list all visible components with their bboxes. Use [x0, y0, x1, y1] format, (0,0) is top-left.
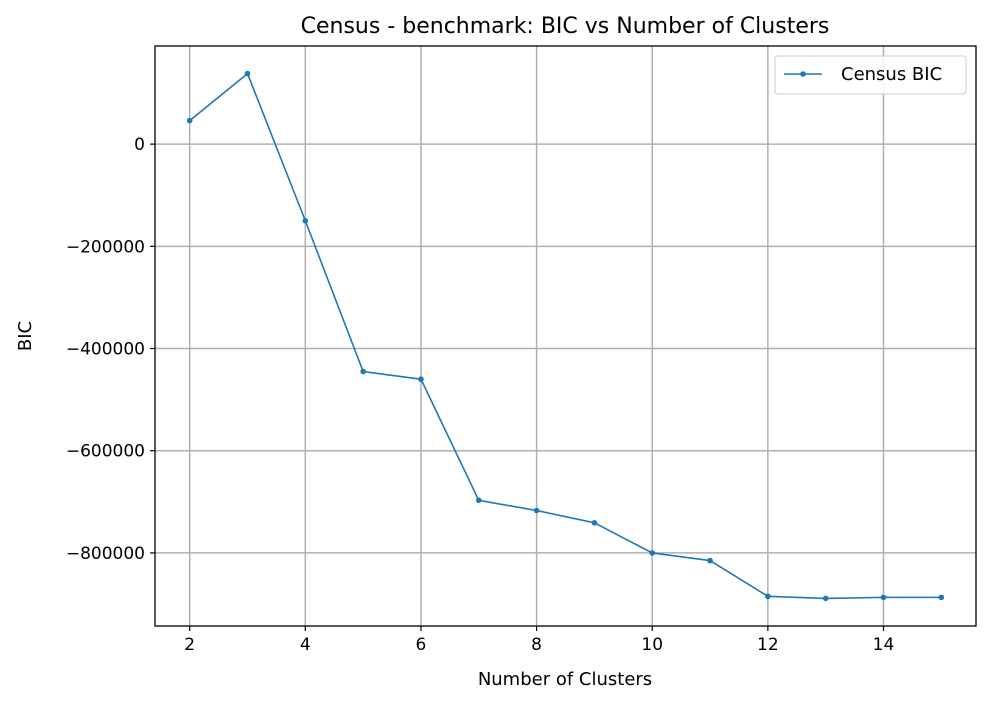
- legend-marker-swatch: [800, 71, 806, 77]
- x-tick-label: 12: [757, 635, 779, 655]
- data-point: [649, 550, 656, 556]
- y-axis-ticks: 0 −200000 −400000 −600000 −800000: [66, 135, 155, 564]
- legend: Census BIC: [774, 55, 967, 95]
- data-point: [880, 594, 887, 601]
- legend-label-census-bic: Census BIC: [841, 64, 942, 85]
- data-point: [244, 70, 251, 77]
- data-point: [475, 497, 482, 504]
- x-axis-ticks: 2 4 6 8 10 12 14: [184, 626, 894, 655]
- y-tick-label: −400000: [66, 340, 145, 360]
- x-axis-label: Number of Clusters: [478, 669, 652, 690]
- x-tick-label: 4: [300, 635, 311, 655]
- x-tick-label: 8: [531, 635, 542, 655]
- chart-title: Census - benchmark: BIC vs Number of Clu…: [301, 14, 830, 39]
- series-line-census-bic: [189, 72, 942, 600]
- data-point: [591, 519, 598, 526]
- y-tick-label: 0: [134, 135, 145, 155]
- series-layer: [186, 70, 945, 602]
- y-tick-label: −800000: [66, 544, 145, 564]
- data-point: [822, 595, 829, 602]
- data-point: [186, 117, 193, 124]
- x-tick-label: 14: [873, 635, 895, 655]
- plot-frame: [154, 45, 977, 627]
- data-point: [707, 557, 713, 564]
- data-point: [418, 376, 424, 382]
- data-point: [360, 368, 366, 375]
- x-tick-label: 2: [184, 635, 195, 655]
- data-point: [302, 217, 309, 224]
- data-point: [765, 593, 771, 600]
- legend-box: [774, 55, 967, 95]
- data-point: [938, 594, 945, 601]
- y-axis-label: BIC: [15, 321, 36, 351]
- y-tick-label: −200000: [66, 237, 145, 257]
- y-tick-label: −600000: [66, 442, 145, 462]
- x-tick-label: 10: [641, 635, 663, 655]
- grid: [155, 46, 976, 626]
- x-tick-label: 6: [416, 635, 427, 655]
- data-point: [533, 507, 540, 514]
